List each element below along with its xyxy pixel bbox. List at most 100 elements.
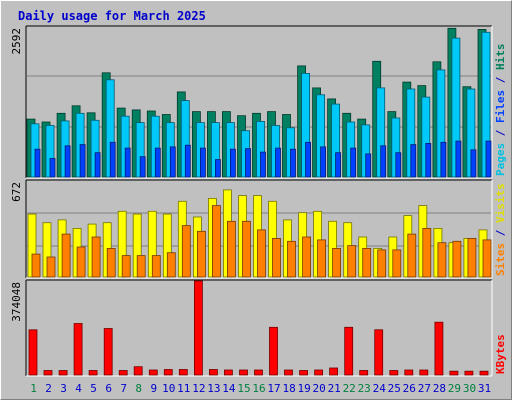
bar-sites-day-23 xyxy=(362,247,372,278)
bar-sites-day-19 xyxy=(302,236,312,278)
bar-sites-day-3 xyxy=(61,233,71,278)
bar-pages-day-1 xyxy=(34,148,41,178)
series-pages xyxy=(34,140,492,178)
bar-kbytes-day-12 xyxy=(193,280,203,376)
bar-pages-day-10 xyxy=(169,146,176,178)
bar-sites-day-10 xyxy=(166,252,176,278)
bar-pages-day-28 xyxy=(440,141,447,178)
bar-kbytes-day-9 xyxy=(148,369,158,376)
bar-sites-day-26 xyxy=(407,233,417,278)
bar-kbytes-day-16 xyxy=(254,369,263,376)
bar-sites-day-21 xyxy=(332,247,342,278)
bar-pages-day-15 xyxy=(245,148,251,178)
bar-sites-day-15 xyxy=(242,220,251,278)
day-label-15: 15 xyxy=(237,382,250,395)
bar-kbytes-day-22 xyxy=(344,326,354,376)
bar-kbytes-day-27 xyxy=(419,369,429,376)
bar-kbytes-day-10 xyxy=(163,369,173,376)
bar-kbytes-day-24 xyxy=(374,329,384,376)
bar-pages-day-27 xyxy=(425,142,432,178)
bar-kbytes-day-29 xyxy=(449,370,459,376)
bar-pages-day-16 xyxy=(260,151,266,178)
legend-entry: / xyxy=(494,70,507,90)
legend-entry: / xyxy=(494,223,507,243)
bar-sites-day-14 xyxy=(226,220,236,278)
bar-pages-day-24 xyxy=(380,145,387,178)
day-label-18: 18 xyxy=(282,382,295,395)
bar-kbytes-day-6 xyxy=(103,328,113,376)
bar-kbytes-day-4 xyxy=(73,323,83,376)
bar-pages-day-26 xyxy=(410,144,417,178)
bar-pages-day-19 xyxy=(305,141,312,178)
bar-sites-day-5 xyxy=(91,236,101,278)
day-label-4: 4 xyxy=(75,382,82,395)
bar-kbytes-day-13 xyxy=(208,369,218,376)
day-label-29: 29 xyxy=(448,382,461,395)
bar-pages-day-20 xyxy=(320,146,327,178)
bar-kbytes-day-28 xyxy=(434,321,444,376)
day-label-26: 26 xyxy=(403,382,416,395)
legend-entry: Hits xyxy=(494,44,507,71)
legend-kbytes: KBytes xyxy=(494,334,507,374)
bar-sites-day-17 xyxy=(272,237,281,278)
bar-pages-day-25 xyxy=(395,152,402,178)
bar-kbytes-day-8 xyxy=(133,366,143,376)
day-label-23: 23 xyxy=(358,382,371,395)
bar-kbytes-day-25 xyxy=(389,370,399,376)
day-label-28: 28 xyxy=(433,382,446,395)
bar-pages-day-5 xyxy=(94,152,101,178)
bar-sites-day-31 xyxy=(482,239,492,278)
bar-kbytes-day-15 xyxy=(239,369,248,376)
max-value-label: 374048 xyxy=(10,282,23,322)
bar-kbytes-day-21 xyxy=(329,367,339,376)
bar-pages-day-2 xyxy=(49,158,56,178)
bar-pages-day-29 xyxy=(455,140,462,178)
day-label-25: 25 xyxy=(388,382,401,395)
day-axis: 1 2 3 4 5 6 7 8 9 10 11 12 13 14 15 16 17 18 19 20 21 22 23 24 2… xyxy=(30,382,491,395)
legend-entry: Files xyxy=(494,90,507,123)
day-label-13: 13 xyxy=(207,382,220,395)
bar-kbytes-day-18 xyxy=(284,369,293,376)
day-label-22: 22 xyxy=(343,382,356,395)
bar-sites-day-2 xyxy=(46,256,56,278)
day-label-31: 31 xyxy=(478,382,491,395)
bar-sites-day-12 xyxy=(196,230,206,278)
day-label-2: 2 xyxy=(45,382,52,395)
bar-kbytes-day-26 xyxy=(404,369,414,376)
max-value-label: 672 xyxy=(10,182,23,202)
bar-sites-day-29 xyxy=(452,240,462,278)
bar-sites-day-6 xyxy=(106,247,116,278)
bar-kbytes-day-3 xyxy=(58,370,68,376)
bar-pages-day-4 xyxy=(79,144,86,178)
bar-kbytes-day-20 xyxy=(314,369,324,376)
series-kbytes xyxy=(28,280,489,376)
bar-sites-day-30 xyxy=(467,237,477,278)
day-label-27: 27 xyxy=(418,382,431,395)
legend-entry: Visits xyxy=(494,183,507,223)
panel-visits-sites: 672 Sites / Visits xyxy=(10,179,507,279)
max-value-label: 2592 xyxy=(10,28,23,55)
bar-kbytes-day-17 xyxy=(269,326,278,376)
day-label-24: 24 xyxy=(373,382,387,395)
panel-kbytes: 374048 KBytes xyxy=(10,279,507,377)
bar-pages-day-6 xyxy=(109,141,116,178)
bar-sites-day-8 xyxy=(136,255,146,278)
bar-sites-day-7 xyxy=(121,255,131,278)
bar-sites-day-27 xyxy=(422,227,432,278)
bar-kbytes-day-23 xyxy=(359,370,369,376)
bar-kbytes-day-19 xyxy=(299,370,309,376)
bar-kbytes-day-11 xyxy=(178,369,188,376)
bar-pages-day-3 xyxy=(64,145,71,178)
day-label-21: 21 xyxy=(328,382,341,395)
bar-sites-day-13 xyxy=(211,205,221,278)
bar-pages-day-7 xyxy=(124,147,131,178)
bar-pages-day-11 xyxy=(184,144,191,178)
bar-sites-day-9 xyxy=(151,255,161,278)
day-label-3: 3 xyxy=(60,382,67,395)
bar-kbytes-day-5 xyxy=(88,370,98,376)
day-label-8: 8 xyxy=(135,382,142,395)
day-label-7: 7 xyxy=(120,382,127,395)
day-label-6: 6 xyxy=(105,382,112,395)
legend-hits-files-pages: Pages / Files / Hits xyxy=(494,44,507,177)
